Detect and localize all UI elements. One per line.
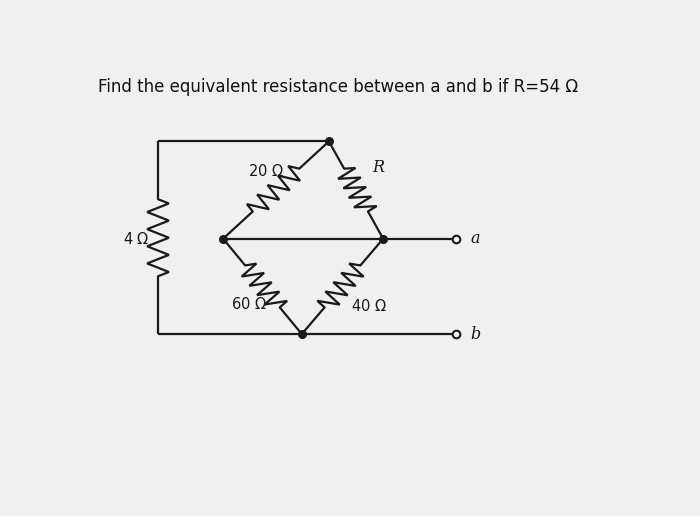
Text: Find the equivalent resistance between a and b if R=54 Ω: Find the equivalent resistance between a…	[98, 78, 578, 96]
Text: R: R	[372, 159, 384, 176]
Text: 40 $\Omega$: 40 $\Omega$	[351, 298, 386, 314]
Text: 4 $\Omega$: 4 $\Omega$	[123, 231, 150, 247]
Text: 60 $\Omega$: 60 $\Omega$	[231, 296, 267, 312]
Text: a: a	[470, 230, 480, 247]
Text: b: b	[470, 326, 480, 343]
Text: 20 $\Omega$: 20 $\Omega$	[248, 163, 284, 179]
